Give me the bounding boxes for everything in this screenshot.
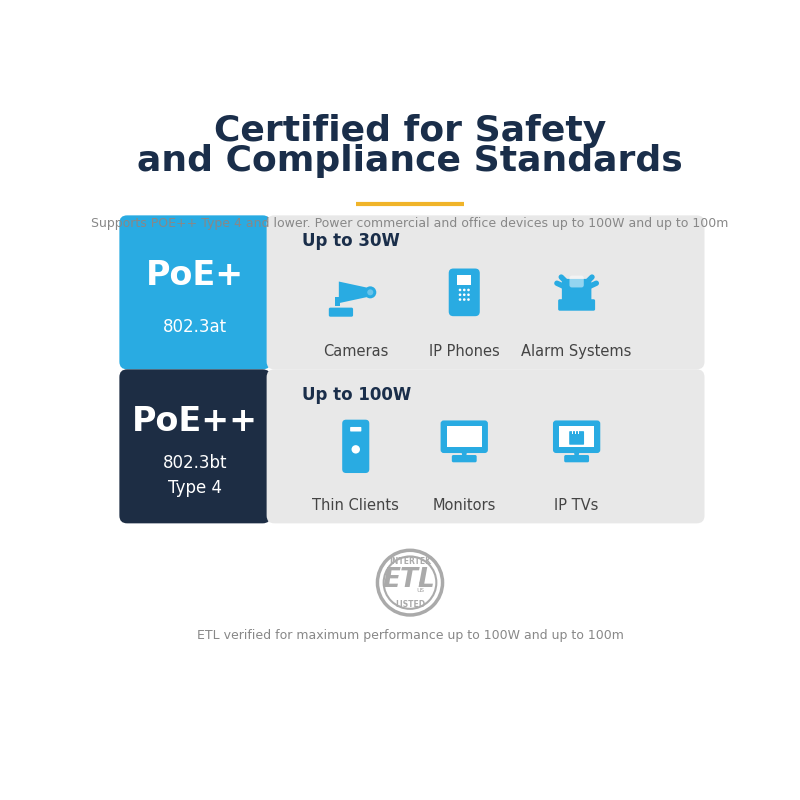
Circle shape: [458, 294, 462, 296]
Polygon shape: [574, 450, 580, 457]
FancyBboxPatch shape: [342, 420, 370, 473]
Text: 802.3at: 802.3at: [163, 318, 227, 336]
FancyBboxPatch shape: [564, 455, 589, 462]
Text: Thin Clients: Thin Clients: [312, 498, 399, 513]
FancyBboxPatch shape: [350, 427, 362, 431]
FancyBboxPatch shape: [119, 370, 270, 523]
Text: Alarm Systems: Alarm Systems: [522, 344, 632, 359]
Text: 802.3bt: 802.3bt: [162, 454, 227, 472]
Text: Up to 30W: Up to 30W: [302, 232, 399, 250]
Text: IP TVs: IP TVs: [554, 498, 599, 513]
Circle shape: [458, 289, 462, 291]
Polygon shape: [462, 450, 467, 457]
Circle shape: [463, 298, 466, 301]
FancyBboxPatch shape: [266, 370, 705, 523]
Circle shape: [467, 289, 470, 291]
Circle shape: [463, 294, 466, 296]
FancyBboxPatch shape: [458, 274, 471, 285]
FancyBboxPatch shape: [452, 455, 477, 462]
Text: PoE+: PoE+: [146, 259, 244, 292]
FancyBboxPatch shape: [329, 308, 353, 317]
Circle shape: [467, 294, 470, 296]
FancyBboxPatch shape: [449, 269, 480, 316]
FancyBboxPatch shape: [570, 431, 584, 445]
Text: Cameras: Cameras: [323, 344, 389, 359]
FancyBboxPatch shape: [558, 299, 595, 310]
Text: Supports POE++ Type 4 and lower. Power commercial and office devices up to 100W : Supports POE++ Type 4 and lower. Power c…: [91, 217, 729, 230]
FancyBboxPatch shape: [562, 279, 591, 305]
Text: Up to 100W: Up to 100W: [302, 386, 410, 404]
Text: and Compliance Standards: and Compliance Standards: [137, 145, 683, 178]
Circle shape: [463, 289, 466, 291]
Polygon shape: [581, 431, 582, 434]
Text: ETL: ETL: [382, 567, 435, 594]
Text: c
us: c us: [417, 580, 425, 593]
Text: Type 4: Type 4: [168, 479, 222, 497]
Polygon shape: [572, 431, 574, 434]
Text: ETL verified for maximum performance up to 100W and up to 100m: ETL verified for maximum performance up …: [197, 629, 623, 642]
Circle shape: [351, 445, 360, 454]
FancyBboxPatch shape: [266, 215, 705, 370]
Circle shape: [458, 298, 462, 301]
Polygon shape: [575, 431, 576, 434]
FancyBboxPatch shape: [559, 426, 594, 447]
FancyBboxPatch shape: [446, 426, 482, 447]
Circle shape: [467, 298, 470, 301]
FancyBboxPatch shape: [570, 276, 584, 287]
FancyBboxPatch shape: [441, 421, 488, 453]
Text: IP Phones: IP Phones: [429, 344, 500, 359]
Text: LISTED: LISTED: [395, 600, 425, 609]
Text: Certified for Safety: Certified for Safety: [214, 114, 606, 148]
Polygon shape: [339, 282, 366, 303]
Text: PoE++: PoE++: [132, 405, 258, 438]
Circle shape: [367, 290, 374, 295]
Text: Monitors: Monitors: [433, 498, 496, 513]
FancyBboxPatch shape: [119, 215, 270, 370]
Text: INTERTEK: INTERTEK: [389, 557, 431, 566]
FancyBboxPatch shape: [553, 421, 600, 453]
Circle shape: [364, 286, 376, 298]
FancyBboxPatch shape: [334, 297, 340, 306]
